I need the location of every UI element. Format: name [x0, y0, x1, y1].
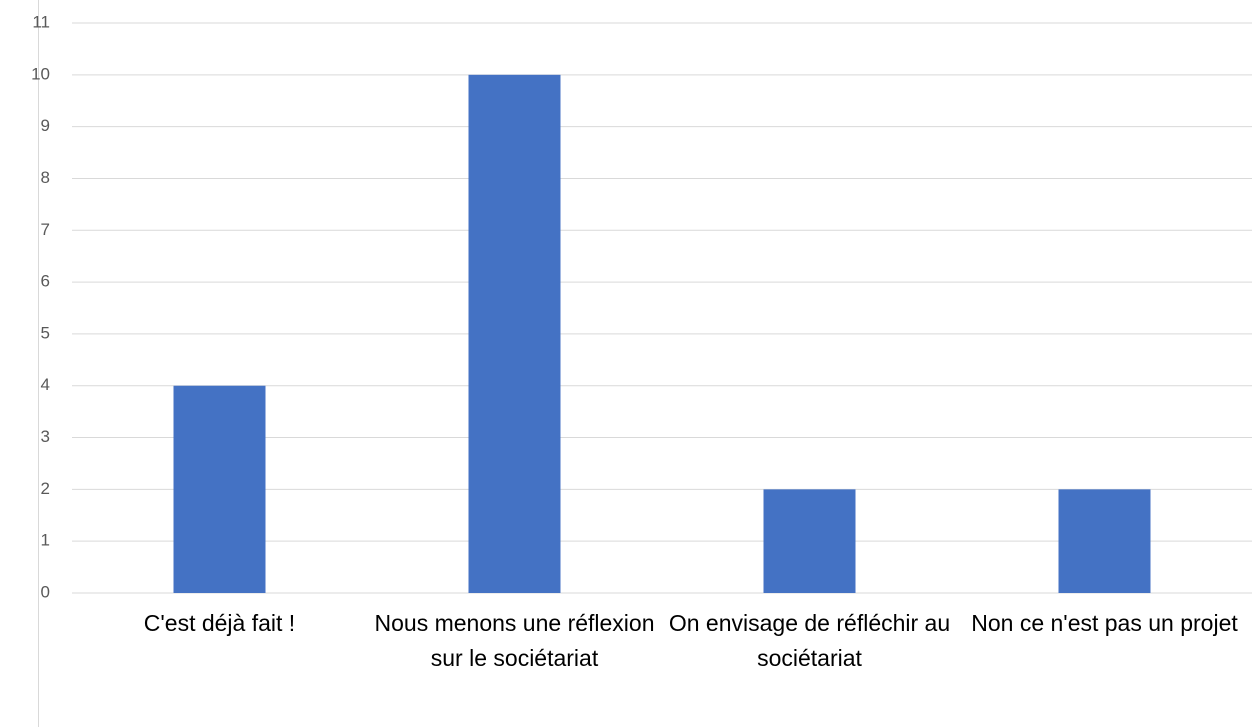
y-tick-label: 5 — [41, 323, 50, 342]
x-tick-label: On envisage de réfléchir au sociétariat — [668, 610, 951, 671]
y-tick-label: 0 — [41, 582, 50, 601]
y-tick-label: 9 — [41, 116, 50, 135]
y-tick-label: 8 — [41, 168, 50, 187]
y-tick-label: 2 — [41, 479, 50, 498]
bar — [173, 385, 266, 593]
y-tick-label: 7 — [41, 220, 50, 239]
y-tick-label: 11 — [32, 12, 50, 31]
y-tick-label: 4 — [41, 375, 50, 394]
bar — [1058, 489, 1151, 593]
y-tick-label: 10 — [31, 64, 50, 83]
y-tick-label: 6 — [41, 272, 50, 291]
bar — [763, 489, 856, 593]
x-tick-label: Non ce n'est pas un projet — [971, 610, 1238, 636]
bar — [468, 74, 561, 594]
x-tick-label: Nous menons une réflexion sur le sociéta… — [374, 610, 655, 671]
x-tick-label: C'est déjà fait ! — [143, 610, 296, 636]
y-tick-label: 3 — [41, 427, 50, 446]
y-tick-label: 1 — [41, 531, 50, 550]
